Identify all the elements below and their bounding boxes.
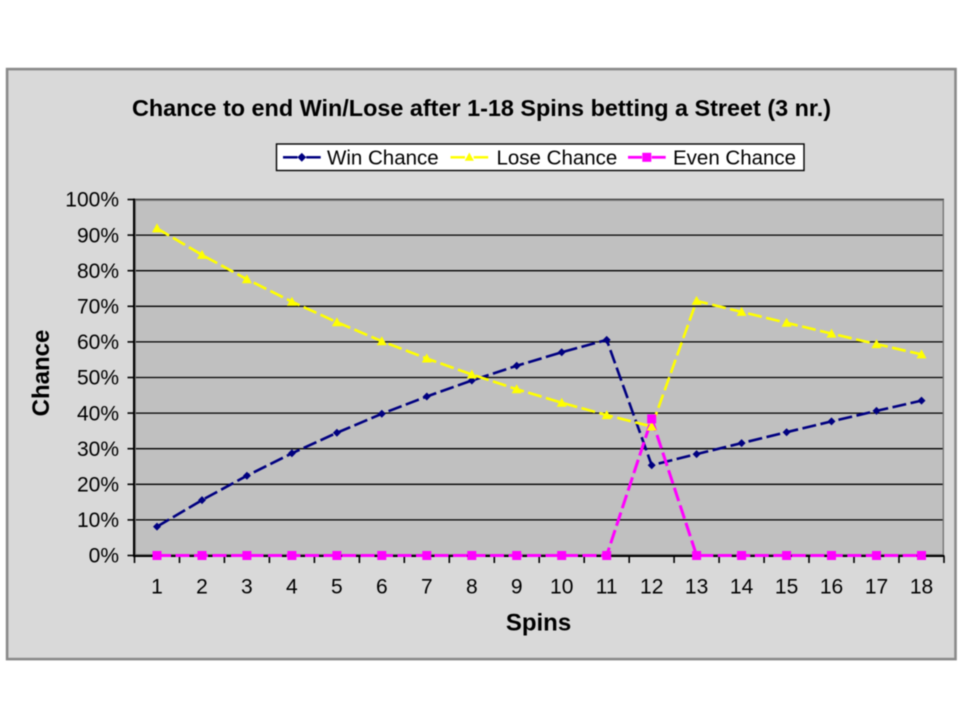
svg-text:90%: 90% (77, 224, 119, 247)
svg-text:0%: 0% (89, 545, 119, 568)
svg-text:Lose Chance: Lose Chance (497, 147, 618, 170)
svg-text:4: 4 (286, 576, 298, 599)
svg-text:13: 13 (685, 576, 708, 599)
svg-text:3: 3 (241, 576, 253, 599)
svg-text:9: 9 (511, 576, 523, 599)
svg-text:14: 14 (730, 576, 754, 599)
svg-text:15: 15 (775, 576, 798, 599)
svg-text:50%: 50% (77, 367, 119, 390)
svg-text:80%: 80% (77, 260, 119, 283)
svg-text:10: 10 (550, 576, 573, 599)
svg-text:30%: 30% (77, 438, 119, 461)
svg-text:20%: 20% (77, 474, 119, 497)
svg-text:60%: 60% (77, 331, 119, 354)
svg-text:12: 12 (640, 576, 663, 599)
svg-text:5: 5 (331, 576, 343, 599)
svg-text:2: 2 (196, 576, 208, 599)
svg-text:18: 18 (910, 576, 933, 599)
svg-text:Chance: Chance (28, 330, 55, 417)
svg-text:Win Chance: Win Chance (327, 147, 439, 170)
svg-text:1: 1 (151, 576, 163, 599)
svg-text:16: 16 (820, 576, 843, 599)
svg-text:17: 17 (865, 576, 888, 599)
svg-text:Spins: Spins (506, 610, 571, 637)
svg-text:70%: 70% (77, 296, 119, 319)
svg-text:40%: 40% (77, 402, 119, 425)
svg-text:8: 8 (466, 576, 478, 599)
svg-text:10%: 10% (77, 509, 119, 532)
svg-text:Even Chance: Even Chance (673, 147, 796, 170)
svg-text:7: 7 (421, 576, 433, 599)
svg-text:100%: 100% (65, 189, 119, 212)
svg-text:6: 6 (376, 576, 388, 599)
svg-text:Chance to end Win/Lose after 1: Chance to end Win/Lose after 1-18 Spins … (132, 95, 831, 121)
svg-text:11: 11 (596, 576, 618, 599)
